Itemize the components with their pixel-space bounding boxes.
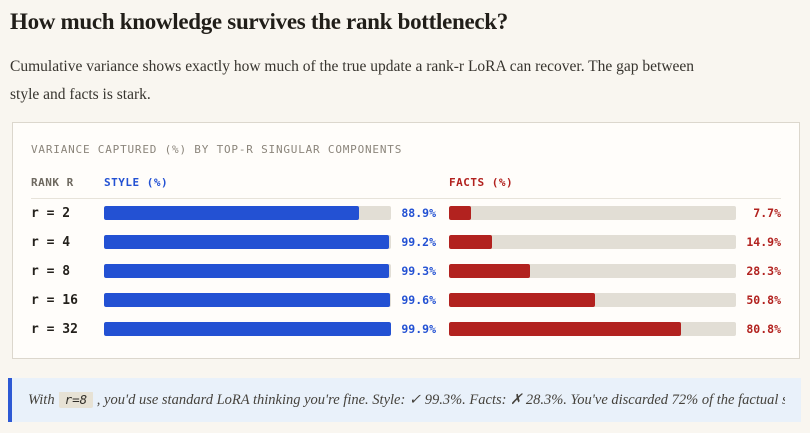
bar-value-facts: 7.7%: [753, 206, 781, 221]
bar-value-style: 99.6%: [401, 293, 436, 308]
bar-fill-style: [104, 206, 360, 221]
bar-track-facts: [449, 293, 736, 308]
bar-fill-facts: [449, 235, 492, 250]
bar-value-style: 88.9%: [401, 206, 436, 221]
bar-fill-facts: [449, 264, 531, 279]
chart-row: r = 32 99.9% 80.8%: [31, 321, 781, 337]
insight-callout: With r=8 , you'd use standard LoRA thinki…: [8, 377, 801, 422]
column-header-style: STYLE (%): [104, 175, 169, 189]
page-title: How much knowledge survives the rank bot…: [10, 9, 509, 34]
chart-row: r = 4 99.2% 14.9%: [31, 234, 781, 250]
bar-track-style: [104, 235, 391, 250]
bar-track-facts: [449, 206, 736, 221]
intro-line-2: style and facts is stark.: [10, 85, 151, 103]
bar-fill-style: [104, 235, 389, 250]
column-headers: RANK R STYLE (%) FACTS (%): [31, 176, 781, 189]
header-separator: [31, 197, 781, 199]
bar-value-facts: 14.9%: [746, 235, 781, 250]
column-header-rank: RANK R: [31, 175, 74, 189]
bar-fill-facts: [449, 322, 681, 337]
callout-body: , you'd use standard LoRA thinking you'r…: [96, 391, 785, 408]
bar-track-style: [104, 293, 391, 308]
bar-fill-facts: [449, 293, 595, 308]
chart-rows: r = 2 88.9% 7.7% r = 4 99.2% 14.9% r = 8 99.3% 2…: [31, 205, 781, 337]
bar-track-facts: [449, 264, 736, 279]
rank-label: r = 32: [31, 321, 78, 337]
page: How much knowledge survives the rank bot…: [0, 8, 810, 422]
bar-value-style: 99.9%: [401, 322, 436, 337]
bar-value-facts: 50.8%: [746, 293, 781, 308]
bar-value-facts: 80.8%: [746, 322, 781, 337]
column-header-facts: FACTS (%): [449, 175, 514, 189]
bar-fill-style: [104, 322, 391, 337]
intro-paragraph: Cumulative variance shows exactly how mu…: [10, 53, 798, 109]
bar-value-style: 99.2%: [401, 235, 436, 250]
rank-label: r = 4: [31, 234, 71, 250]
chart-row: r = 8 99.3% 28.3%: [31, 263, 781, 279]
callout-text: With r=8 , you'd use standard LoRA thinki…: [28, 391, 785, 409]
chart-title: VARIANCE CAPTURED (%) BY TOP-R SINGULAR …: [31, 142, 403, 156]
rank-label: r = 2: [31, 205, 71, 221]
bar-fill-facts: [449, 206, 472, 221]
intro-line-1: Cumulative variance shows exactly how mu…: [10, 57, 695, 75]
callout-prefix: With: [28, 391, 55, 408]
chart-row: r = 16 99.6% 50.8%: [31, 292, 781, 308]
bar-track-style: [104, 264, 391, 279]
bar-fill-style: [104, 264, 389, 279]
bar-track-style: [104, 322, 391, 337]
variance-chart-panel: VARIANCE CAPTURED (%) BY TOP-R SINGULAR …: [12, 121, 800, 359]
bar-fill-style: [104, 293, 390, 308]
rank-label: r = 16: [31, 292, 78, 308]
rank-label: r = 8: [31, 263, 71, 279]
bar-track-facts: [449, 322, 736, 337]
bar-track-facts: [449, 235, 736, 250]
bar-value-facts: 28.3%: [746, 264, 781, 279]
inline-code-r8: r=8: [58, 391, 94, 408]
bar-track-style: [104, 206, 391, 221]
chart-row: r = 2 88.9% 7.7%: [31, 205, 781, 221]
bar-value-style: 99.3%: [401, 264, 436, 279]
